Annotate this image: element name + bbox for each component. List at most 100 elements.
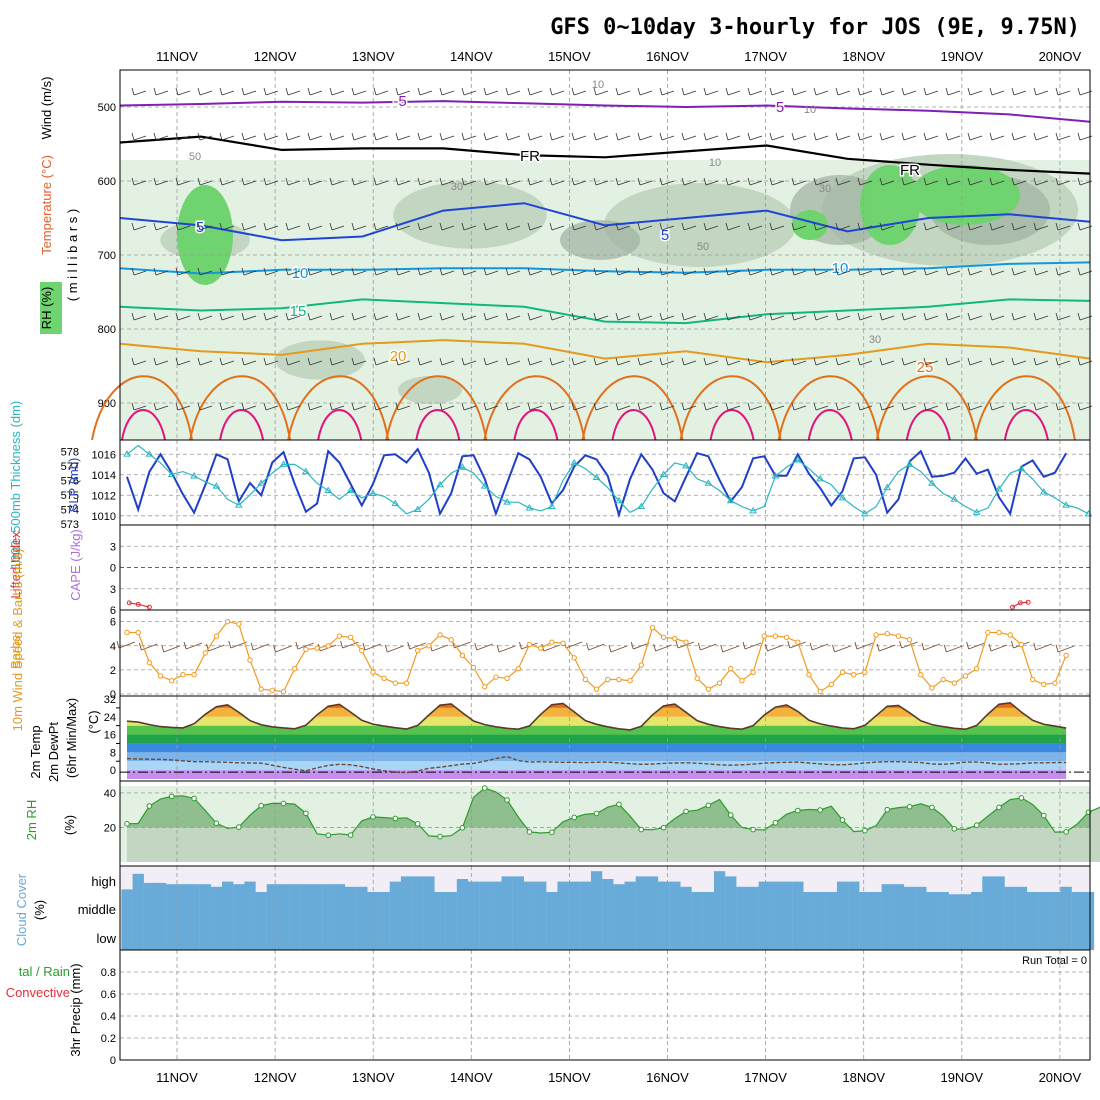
wind-barb (285, 402, 301, 411)
cloud-cell-middle (300, 892, 312, 920)
lifted-index-tick-label: 0 (110, 563, 116, 575)
isotherm-loop (709, 409, 755, 441)
wind-speed-marker (1007, 632, 1013, 638)
wind-barb (307, 357, 323, 366)
cloud-cell-middle (870, 892, 882, 920)
wind-barb (461, 267, 477, 276)
wind-barb (407, 641, 426, 650)
wind-barb (417, 177, 433, 186)
cloud-cell-middle (725, 892, 737, 920)
wind-barb (835, 132, 851, 141)
wind-barb (593, 222, 609, 231)
wind-barb (153, 402, 169, 411)
cloud-cell-high (322, 884, 334, 892)
wind-barb (791, 402, 807, 411)
rh-contour-label: 10 (709, 157, 721, 169)
cloud-cell-high (289, 884, 301, 892)
legend-thickness: 1000~500mb Thickness (dm) (8, 401, 23, 570)
cloud-cell-low (781, 920, 793, 950)
cloud-cell-middle (199, 892, 211, 920)
top-date-label: 17NOV (744, 49, 787, 64)
thickness-marker (771, 472, 780, 479)
wind-speed-marker (649, 624, 656, 631)
precip-tick-label: 0.4 (101, 1011, 116, 1023)
wind-barb (857, 132, 873, 141)
wind-barb (131, 132, 147, 141)
wind-barb (1011, 267, 1027, 276)
wind-barb (307, 267, 323, 276)
wind-speed-marker (783, 634, 790, 641)
rh2m-marker (660, 824, 667, 831)
rh2m-marker (303, 810, 309, 817)
wind-barb (527, 312, 543, 321)
slp-tick-label: 1010 (92, 511, 116, 523)
cloud-cell-middle (456, 892, 469, 920)
cloud-cell-low (948, 920, 961, 950)
cloud-cell-low (289, 920, 301, 950)
wind-barb (527, 87, 543, 96)
cloud-cell-middle (490, 892, 502, 920)
wind-barb (791, 222, 807, 231)
wind-speed-marker (414, 647, 421, 654)
top-date-label: 12NOV (254, 49, 297, 64)
lifted-index-marker (146, 604, 152, 610)
wind-barb (989, 312, 1005, 321)
wind-barb (483, 402, 499, 411)
wind-barb (901, 267, 917, 276)
wind-barb (681, 177, 697, 186)
wind-speed-marker (325, 643, 331, 649)
wind-barb (439, 87, 455, 96)
cloud-cell-middle (367, 892, 379, 920)
wind-barb (131, 402, 147, 411)
cloud-cell-middle (602, 892, 614, 920)
rh-shading-patch (604, 183, 796, 267)
wind-barb (505, 177, 521, 186)
thickness-marker (816, 474, 825, 482)
wind-barb (967, 357, 983, 366)
rh2m-marker (168, 793, 175, 800)
isotherm-loop (287, 375, 390, 441)
thickness-marker (950, 495, 959, 502)
cloud-cell-low (356, 920, 368, 950)
rh2m-marker (481, 785, 488, 791)
wind-barb (637, 222, 653, 231)
wind-barb (175, 87, 191, 96)
wind-speed-marker (918, 672, 924, 678)
cloud-cell-high (982, 876, 994, 892)
wind-barb (813, 357, 829, 366)
wind-barb (1011, 87, 1027, 96)
thickness-marker (1039, 488, 1048, 495)
cloud-cell-middle (803, 892, 815, 920)
cloud-cell-high (210, 886, 223, 892)
wind-barb (571, 87, 587, 96)
wind-barb (263, 402, 279, 411)
cloud-cell-middle (479, 892, 491, 920)
rh2m-marker (437, 833, 443, 840)
cloud-cell-low (154, 920, 167, 950)
wind-barb (791, 267, 807, 276)
cloud-cell-low (579, 920, 592, 950)
cloud-cell-high (244, 881, 256, 892)
rh2m-marker (347, 832, 354, 838)
isotherm-loop (905, 409, 951, 441)
wind-barb (637, 357, 653, 366)
cloud-cell-middle (177, 892, 189, 920)
cloud-cell-high (836, 881, 849, 892)
wind-speed-marker (560, 640, 566, 647)
wind-barb (769, 402, 785, 411)
cloud-cell-low (881, 920, 893, 950)
wind-speed-marker (761, 633, 767, 639)
thickness-marker (145, 450, 154, 457)
cloud-cell-middle (1071, 892, 1083, 920)
wind-barb (273, 644, 292, 653)
wind-speed-marker (437, 632, 443, 638)
wind-barb (197, 87, 213, 96)
wind-barb (131, 267, 147, 276)
wind-speed-line (127, 620, 1067, 693)
cloud-cell-high (266, 884, 279, 892)
wind-barb (241, 177, 257, 186)
wind-barb (747, 267, 763, 276)
wind-barb (1033, 132, 1049, 141)
rh2m-marker (191, 795, 197, 802)
